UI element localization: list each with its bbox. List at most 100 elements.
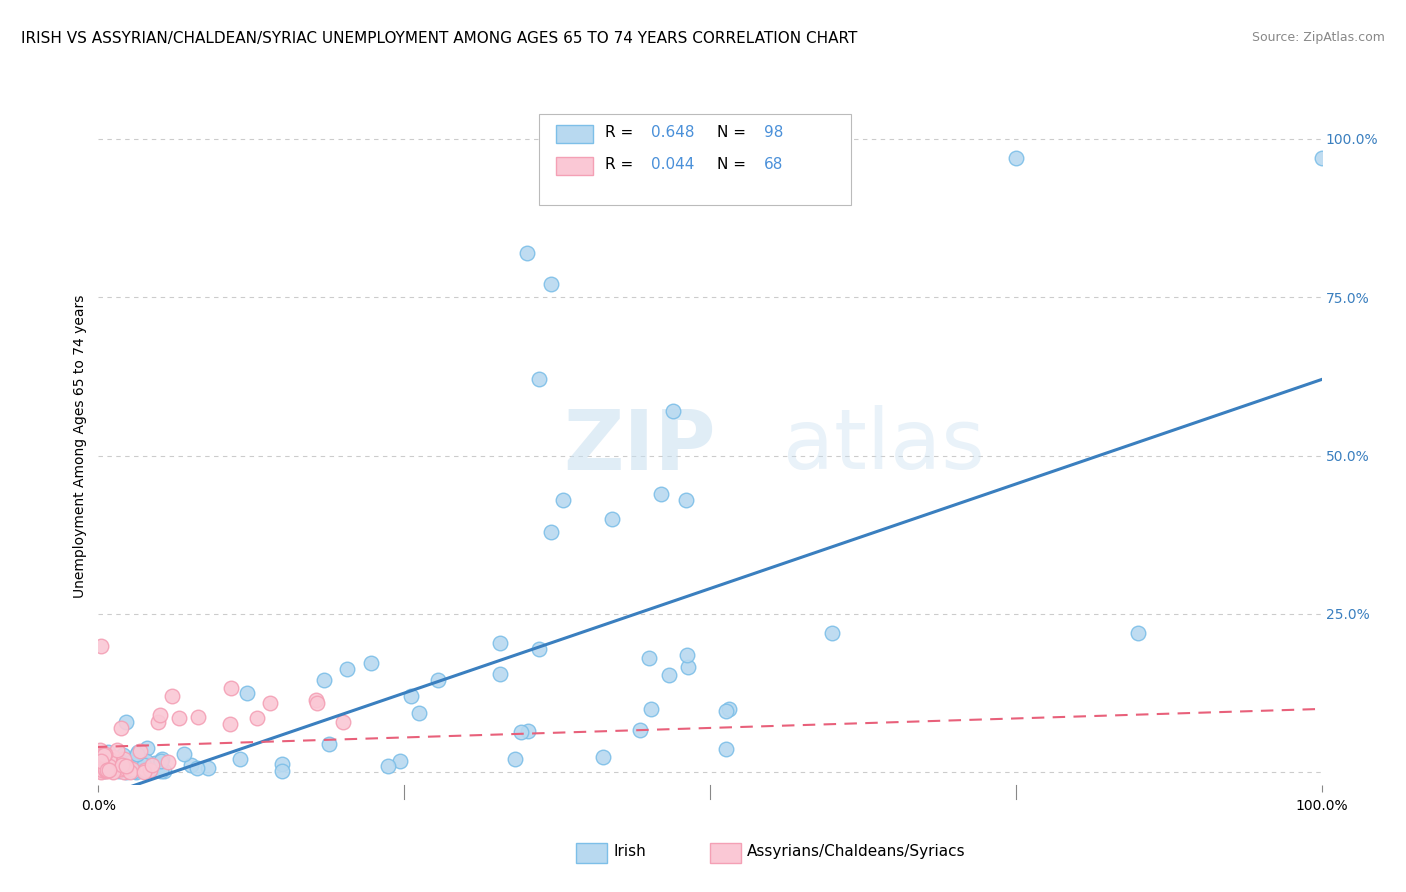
Point: [111, 747, 134, 762]
Text: R =: R =: [605, 125, 638, 140]
Point: [98, 759, 121, 773]
Point: [97, 754, 120, 768]
Text: R =: R =: [605, 157, 638, 172]
Text: 0.044: 0.044: [651, 157, 695, 172]
Point: [112, 752, 135, 766]
Point: [97, 756, 120, 771]
Point: [94, 763, 117, 777]
Point: [517, 723, 540, 738]
Point: [336, 662, 359, 676]
Text: IRISH VS ASSYRIAN/CHALDEAN/SYRIAC UNEMPLOYMENT AMONG AGES 65 TO 74 YEARS CORRELA: IRISH VS ASSYRIAN/CHALDEAN/SYRIAC UNEMPL…: [21, 31, 858, 46]
Point: [93, 757, 115, 772]
Point: [110, 754, 132, 768]
FancyBboxPatch shape: [555, 125, 592, 143]
Text: atlas: atlas: [783, 406, 986, 486]
Point: [101, 750, 124, 764]
Point: [716, 704, 738, 718]
Point: [540, 277, 562, 292]
Point: [90, 764, 112, 779]
Point: [94, 750, 117, 764]
Point: [120, 755, 142, 769]
Point: [89, 742, 111, 756]
Text: ZIP: ZIP: [564, 406, 716, 486]
Point: [115, 763, 138, 777]
Point: [110, 762, 132, 776]
Point: [114, 714, 136, 729]
Point: [94, 747, 117, 761]
Point: [97, 763, 120, 777]
Point: [134, 762, 156, 776]
Text: 68: 68: [763, 157, 783, 172]
Point: [186, 761, 208, 775]
Point: [97, 764, 120, 778]
Point: [270, 756, 294, 771]
Point: [100, 757, 122, 772]
Point: [150, 751, 173, 765]
Point: [167, 711, 190, 725]
Text: Irish: Irish: [613, 845, 645, 859]
Point: [259, 696, 281, 710]
Point: [121, 762, 143, 776]
Point: [115, 759, 138, 773]
Point: [270, 764, 294, 779]
Point: [96, 760, 118, 774]
Point: [108, 761, 131, 775]
Point: [110, 721, 132, 735]
Point: [600, 512, 623, 526]
Point: [332, 714, 354, 729]
Point: [111, 758, 134, 772]
Point: [125, 747, 148, 761]
Point: [121, 763, 143, 777]
Point: [676, 660, 699, 674]
Point: [246, 711, 269, 725]
Point: [675, 648, 697, 663]
Point: [628, 723, 651, 737]
Point: [104, 760, 127, 774]
Point: [91, 747, 114, 762]
Point: [105, 754, 128, 768]
Point: [93, 763, 115, 777]
Point: [124, 765, 146, 780]
Point: [136, 756, 159, 771]
Point: [114, 760, 136, 774]
Point: [173, 747, 195, 762]
Point: [97, 756, 120, 770]
Point: [105, 760, 128, 774]
Point: [360, 657, 382, 671]
Point: [505, 752, 527, 766]
Point: [821, 626, 844, 640]
Point: [408, 706, 430, 720]
Point: [87, 761, 110, 775]
Point: [98, 764, 121, 778]
Point: [143, 756, 166, 770]
Point: [90, 763, 112, 777]
Text: 0.648: 0.648: [651, 125, 695, 140]
Point: [93, 763, 115, 777]
Point: [540, 524, 562, 539]
Point: [93, 764, 115, 778]
Text: 98: 98: [763, 125, 783, 140]
Text: N =: N =: [717, 157, 751, 172]
Point: [97, 745, 120, 759]
Point: [89, 748, 111, 763]
Point: [427, 673, 450, 687]
Point: [640, 702, 662, 716]
Point: [98, 752, 121, 766]
Point: [96, 764, 118, 778]
Text: Assyrians/Chaldeans/Syriacs: Assyrians/Chaldeans/Syriacs: [747, 845, 965, 859]
Point: [399, 689, 422, 703]
Point: [104, 761, 127, 775]
Point: [650, 486, 672, 500]
Point: [93, 755, 115, 769]
Point: [197, 761, 219, 775]
Point: [305, 696, 328, 710]
Point: [91, 760, 114, 774]
Point: [592, 749, 614, 764]
Point: [145, 762, 167, 776]
Point: [149, 758, 172, 772]
Point: [124, 764, 146, 778]
Point: [235, 686, 257, 700]
Point: [115, 764, 138, 779]
Point: [716, 742, 738, 756]
Point: [89, 759, 111, 773]
